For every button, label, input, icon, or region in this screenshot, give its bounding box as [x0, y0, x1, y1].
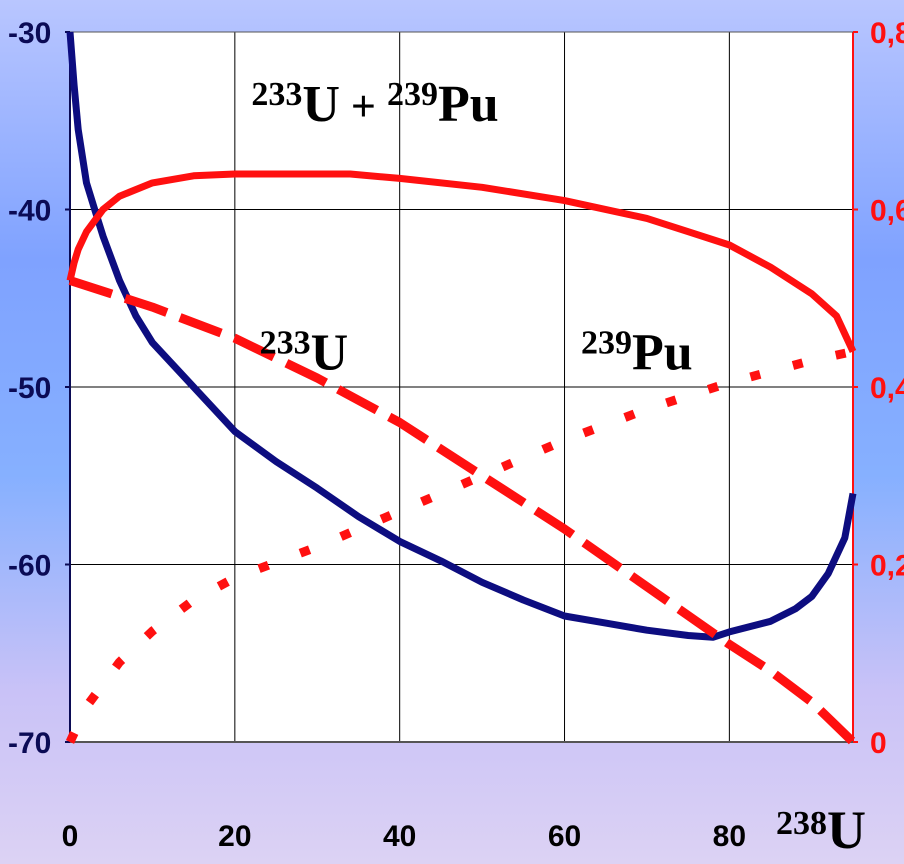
left-tick-label: -60	[8, 550, 51, 583]
left-tick-label: -50	[8, 372, 51, 405]
annotation-base: Pu	[438, 76, 499, 133]
annotation-sup: 233	[251, 76, 302, 113]
left-tick-label: -70	[8, 727, 51, 760]
right-tick-label: 0,4	[870, 372, 904, 405]
x-tick-label: 0	[62, 820, 79, 853]
x-tick-label: 60	[548, 820, 581, 853]
annotation-base: U	[302, 76, 340, 133]
annotation-sup: 233	[260, 324, 311, 361]
series-line-3	[68, 276, 857, 746]
annotation-label-1: 233U + 239Pu	[251, 76, 498, 133]
axes	[65, 31, 858, 743]
x-axis-label-sup: 238	[776, 805, 827, 842]
series-layer	[65, 31, 857, 746]
left-tick-label: -40	[8, 195, 51, 228]
tick-labels: -70 -60 -50 -40 -30 0 0,2 0,4 0,6 0,8 0 20 40 60 80	[8, 17, 904, 853]
annotation-base: U	[311, 324, 349, 381]
gridlines	[70, 32, 853, 742]
annotation-base: Pu	[632, 324, 693, 381]
right-tick-label: 0,8	[870, 17, 904, 50]
right-tick-label: 0	[870, 727, 887, 760]
x-tick-label: 80	[713, 820, 746, 853]
annotation-label-2: 233U	[260, 324, 349, 381]
series-line-4	[65, 347, 854, 744]
series-line-1	[66, 31, 857, 641]
annotation-sup: 239	[387, 76, 438, 113]
annotation-operator: +	[340, 82, 387, 131]
right-tick-label: 0,6	[870, 195, 904, 228]
x-tick-label: 20	[218, 820, 251, 853]
x-axis-label: 238U	[776, 800, 866, 860]
series-line-2	[66, 170, 857, 353]
x-tick-label: 40	[383, 820, 416, 853]
annotation-sup: 239	[581, 324, 632, 361]
annotation-label-3: 239Pu	[581, 324, 693, 381]
left-tick-label: -30	[8, 17, 51, 50]
right-tick-label: 0,2	[870, 550, 904, 583]
x-axis-label-base: U	[827, 800, 866, 860]
